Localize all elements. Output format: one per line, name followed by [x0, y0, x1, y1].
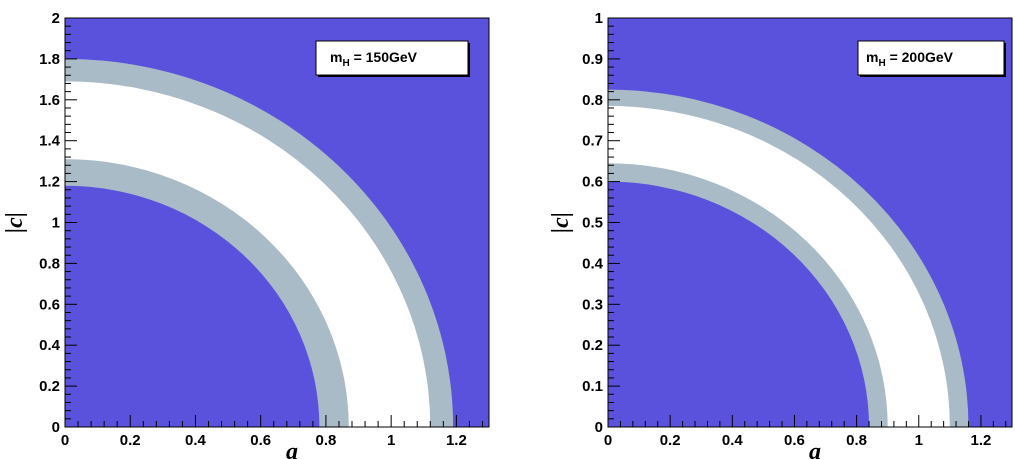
- y-tick-label: 0.8: [39, 255, 60, 272]
- y-tick-label: 0.6: [582, 174, 603, 191]
- y-tick-label: 0.5: [582, 215, 603, 232]
- y-tick-label: 0.4: [582, 255, 604, 272]
- x-tick-label: 0.8: [315, 432, 336, 449]
- y-tick-label: 0.1: [582, 378, 603, 395]
- x-tick-label: 1.2: [446, 432, 467, 449]
- panel-left: 0 0.2 0.4 0.6 0.8 1 1.2 0 0.2 0.4 0.6 0.8 1 1.2 1.4 1.6…: [2, 10, 490, 459]
- y-tick-label: 0.2: [582, 337, 603, 354]
- x-tick-label: 0.2: [660, 432, 681, 449]
- x-axis-title: a: [286, 439, 298, 459]
- x-tick-label: 0: [604, 432, 612, 449]
- x-tick-label: 0.4: [722, 432, 744, 449]
- y-tick-label: 0: [52, 419, 60, 436]
- legend-box: [857, 40, 1005, 76]
- plot-area: [608, 89, 969, 427]
- x-tick-label: 0.8: [846, 432, 867, 449]
- excluded-core: [608, 181, 870, 427]
- y-tick-label: 1.2: [39, 174, 60, 191]
- x-tick-label: 0: [61, 432, 69, 449]
- x-tick-label: 0.6: [250, 432, 271, 449]
- y-tick-label: 0.3: [582, 296, 603, 313]
- x-tick-label: 1.2: [970, 432, 991, 449]
- panel-right: 0 0.2 0.4 0.6 0.8 1 1.2 0 0.1 0.2 0.3 0.4 0.5 0.6 0.7 0…: [548, 10, 1013, 459]
- y-tick-label: 0.7: [582, 133, 603, 150]
- y-tick-label: 2: [52, 10, 60, 27]
- y-tick-label: 0.4: [39, 337, 61, 354]
- y-tick-label: 1.6: [39, 92, 60, 109]
- plot-area: [65, 58, 454, 427]
- legend-label: mH = 200GeV: [866, 49, 954, 69]
- y-tick-label: 1: [52, 215, 60, 232]
- x-tick-label: 1: [915, 432, 923, 449]
- y-tick-label: 1.4: [39, 133, 61, 150]
- y-tick-label: 0.6: [39, 296, 60, 313]
- y-tick-label: 1.8: [39, 51, 60, 68]
- x-tick-label: 0.2: [120, 432, 141, 449]
- y-tick-label: 0.2: [39, 378, 60, 395]
- y-tick-label: 0.9: [582, 51, 603, 68]
- y-tick-label: 0.8: [582, 92, 603, 109]
- y-axis-title: |c|: [2, 212, 28, 233]
- x-axis-title: a: [809, 439, 821, 459]
- legend-label: mH = 150GeV: [330, 49, 418, 69]
- y-axis-title: |c|: [548, 212, 574, 233]
- y-tick-label: 1: [595, 10, 603, 27]
- x-tick-label: 0.4: [185, 432, 207, 449]
- y-tick-label: 0: [595, 419, 603, 436]
- excluded-core: [65, 185, 320, 427]
- x-tick-label: 0.6: [784, 432, 805, 449]
- legend-box: [315, 40, 469, 76]
- x-tick-label: 1: [387, 432, 395, 449]
